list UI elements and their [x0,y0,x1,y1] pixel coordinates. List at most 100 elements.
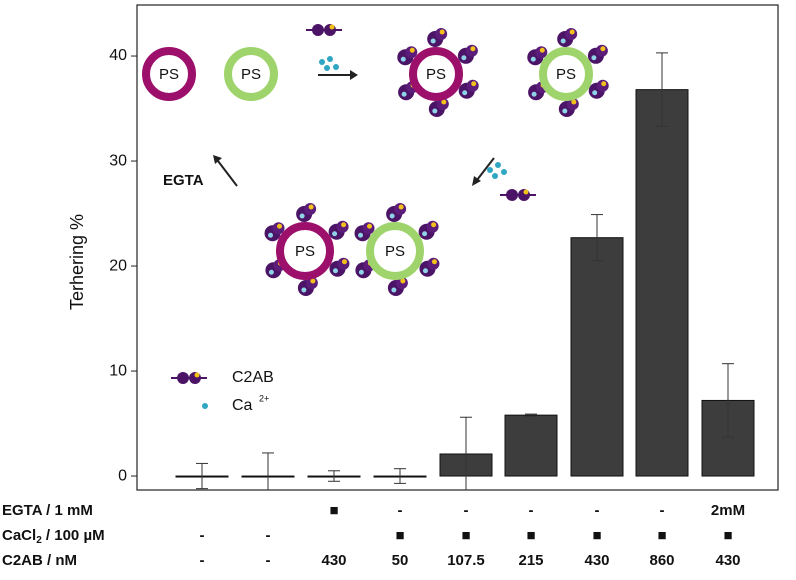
vesicle [142,47,196,101]
ca-site [367,223,373,229]
ca-ion [324,65,330,71]
ca-site [422,231,428,237]
vesicle [539,47,593,101]
arrow [476,157,495,181]
condition-cell: ■ [657,527,666,544]
vesicle [276,222,334,280]
ca-site [358,232,364,238]
ca-site [398,204,404,210]
ca-site [194,372,200,378]
ca-site [391,287,397,293]
condition-cell: - [266,552,271,569]
ca-site [601,81,607,87]
condition-cell: 215 [518,552,543,569]
arrow [217,160,238,187]
y-tick-label: 30 [109,152,127,169]
ca-site [591,55,597,61]
ca-ion [319,59,325,65]
vesicle-label: PS [159,66,179,83]
condition-cell: ■ [526,527,535,544]
ca-ion [492,173,498,179]
y-tick-label: 20 [109,257,127,274]
ca-site [531,91,537,97]
egta-label: EGTA [163,172,204,189]
vesicle-label: PS [426,66,446,83]
arrow-head [472,176,481,186]
condition-cell: 430 [321,552,346,569]
condition-cell: - [266,527,271,544]
ca-site [358,269,364,275]
ca-site [409,47,415,53]
row-label-part: / 100 µM [42,527,105,544]
row-label: CaCl2 / 100 µM [2,527,105,546]
vesicle-label: PS [556,66,576,83]
ca-site [569,29,575,35]
ca-site [310,278,316,284]
condition-cell: - [660,502,665,519]
ca-site [341,222,347,228]
ca-site [277,223,283,229]
condition-cell: 430 [715,552,740,569]
row-label: C2AB / nM [2,552,77,569]
ca-site [592,90,598,96]
vesicle [224,47,278,101]
arrow-head [350,70,358,80]
ca-site [441,99,447,105]
ca-site [430,38,436,44]
condition-cell: - [464,502,469,519]
vesicle-label: PS [385,243,405,260]
ca-site [539,47,545,53]
schematic: EGTA C2AB Ca 2+ PS PS PS PS PS PS [142,24,609,414]
ca-site [571,99,577,105]
ca-site [389,213,395,219]
y-tick-label: 40 [109,47,127,64]
vesicle-label: PS [241,66,261,83]
ca-site [268,269,274,275]
ca-site [400,278,406,284]
row-label: EGTA / 1 mM [2,502,93,519]
vesicle [366,222,424,280]
ca-site [422,268,428,274]
ca-ion [327,56,333,62]
vesicle-label: PS [295,243,315,260]
row-label-part: 2 [36,535,42,546]
ca-site [432,108,438,114]
ca-site [299,213,305,219]
y-tick-label: 0 [118,467,127,484]
legend-ion-charge: 2+ [259,393,269,403]
ca-site [268,232,274,238]
ca-site [400,56,406,62]
bar [635,89,689,477]
condition-cell: 430 [584,552,609,569]
condition-cell: 50 [392,552,409,569]
ca-site [329,24,335,30]
ca-ion [202,403,208,409]
condition-cell: ■ [395,527,404,544]
bar [570,237,624,477]
condition-cell: 860 [649,552,674,569]
legend-ion: Ca [232,397,253,414]
ca-site [600,46,606,52]
arrow-head [213,155,222,164]
ca-site [431,259,437,265]
ca-site [471,81,477,87]
condition-cell: - [200,552,205,569]
bar [504,414,558,477]
plot-frame [136,4,779,491]
ca-site [562,108,568,114]
ca-site [301,287,307,293]
ca-site [332,231,338,237]
ca-site [530,56,536,62]
ca-site [523,189,529,195]
vesicle [409,47,463,101]
ca-site [560,38,566,44]
ca-site [332,268,338,274]
condition-cell: - [200,527,205,544]
condition-cell: - [595,502,600,519]
condition-cell: - [398,502,403,519]
ca-site [401,91,407,97]
ca-site [461,55,467,61]
y-axis-label: Terhering % [67,214,87,310]
legend-protein: C2AB [232,369,274,386]
